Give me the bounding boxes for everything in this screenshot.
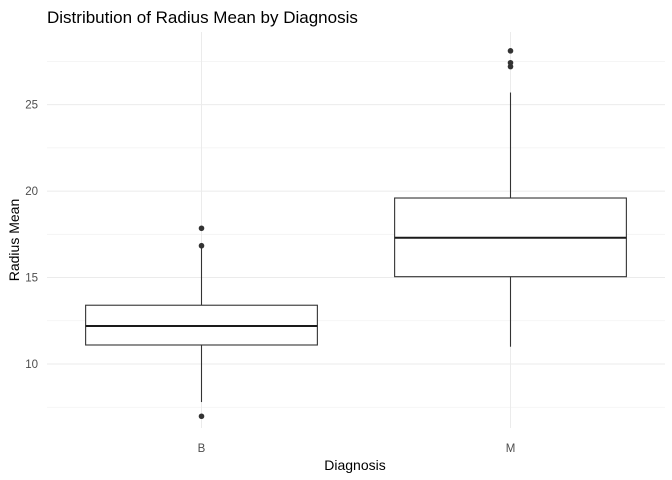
x-axis-title: Diagnosis bbox=[324, 457, 385, 473]
box-m bbox=[394, 48, 627, 347]
outlier-point bbox=[507, 48, 514, 54]
outlier-point bbox=[198, 242, 205, 249]
outlier-point bbox=[507, 59, 514, 66]
y-tick-label: 20 bbox=[25, 186, 38, 198]
y-tick-label: 25 bbox=[25, 100, 38, 112]
box-b bbox=[85, 225, 318, 420]
x-tick-label: B bbox=[198, 443, 206, 455]
y-axis-title: Radius Mean bbox=[6, 199, 22, 282]
outlier-point bbox=[198, 413, 205, 420]
y-tick-labels: 10 15 20 25 bbox=[25, 100, 38, 371]
x-tick-label: M bbox=[506, 443, 516, 455]
y-tick-label: 15 bbox=[25, 273, 38, 285]
outlier-point bbox=[198, 225, 205, 232]
boxes-layer bbox=[85, 48, 627, 420]
y-tick-label: 10 bbox=[25, 359, 38, 371]
chart-title: Distribution of Radius Mean by Diagnosis bbox=[47, 8, 358, 27]
